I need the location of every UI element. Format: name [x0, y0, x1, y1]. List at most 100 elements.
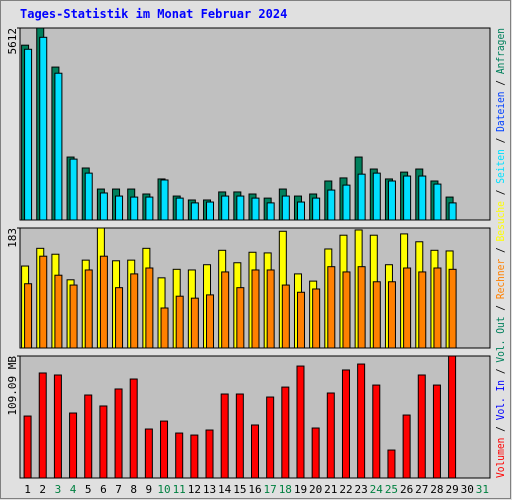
- bar: [160, 420, 169, 479]
- x-tick-label: 25: [385, 483, 398, 496]
- bar: [387, 180, 396, 221]
- legend-entry: Vol. In: [495, 380, 507, 420]
- bar: [417, 374, 426, 479]
- bar: [175, 432, 184, 479]
- legend-entry: /: [495, 420, 507, 437]
- x-tick-label: 5: [85, 483, 92, 496]
- bar: [23, 415, 32, 479]
- bar: [115, 195, 124, 221]
- legend-entry: /: [495, 184, 507, 201]
- legend-entry: Anfragen: [495, 28, 507, 74]
- chart-title: Tages-Statistik im Monat Februar 2024: [20, 7, 287, 21]
- y-tick-label: 109.09 MB: [6, 356, 19, 416]
- bar: [357, 173, 366, 221]
- bar: [266, 269, 275, 349]
- x-tick-label: 24: [370, 483, 384, 496]
- bar: [251, 197, 260, 221]
- bar: [281, 284, 290, 349]
- bar: [130, 273, 139, 349]
- x-tick-label: 18: [279, 483, 292, 496]
- bar: [99, 192, 108, 221]
- bar: [448, 355, 457, 479]
- bar: [175, 197, 184, 221]
- bar: [39, 255, 48, 349]
- legend-entry: Besuche: [495, 201, 507, 241]
- x-tick-label: 9: [146, 483, 153, 496]
- x-tick-label: 8: [130, 483, 137, 496]
- legend-entry: Volumen: [495, 438, 507, 478]
- x-tick-label: 22: [339, 483, 352, 496]
- bar: [84, 269, 93, 349]
- y-tick-label: 183: [6, 228, 19, 248]
- bar: [221, 271, 230, 349]
- bar: [24, 48, 33, 221]
- x-tick-label: 29: [445, 483, 458, 496]
- bar: [54, 274, 63, 349]
- bar: [190, 297, 199, 349]
- legend-entry: /: [495, 132, 507, 149]
- panel: [19, 27, 491, 221]
- bar: [160, 179, 169, 221]
- legend: Volumen / Vol. In / Vol. Out / Rechner /…: [495, 28, 507, 478]
- bar: [448, 202, 457, 221]
- bar: [418, 271, 427, 349]
- bar: [418, 175, 427, 221]
- x-tick-label: 16: [248, 483, 261, 496]
- bar: [312, 197, 321, 221]
- bar: [115, 287, 124, 349]
- legend-entry: Seiten: [495, 149, 507, 184]
- bar: [312, 288, 321, 349]
- bar: [160, 307, 169, 349]
- x-tick-label: 11: [173, 483, 186, 496]
- y-tick-label: 5612: [6, 28, 19, 55]
- bar: [220, 393, 229, 479]
- bar: [342, 184, 351, 221]
- x-tick-label: 20: [309, 483, 322, 496]
- x-tick-label: 30: [461, 483, 474, 496]
- bar: [296, 201, 305, 221]
- bar: [205, 429, 214, 479]
- x-tick-label: 12: [188, 483, 201, 496]
- bar: [357, 266, 366, 349]
- bar: [129, 378, 138, 479]
- bar: [54, 72, 63, 221]
- bar: [327, 189, 336, 221]
- bar: [53, 374, 62, 479]
- bar: [190, 202, 199, 221]
- x-tick-label: 1: [24, 483, 31, 496]
- x-tick-label: 21: [324, 483, 337, 496]
- bar: [448, 268, 457, 349]
- bar: [84, 394, 93, 479]
- bar: [235, 393, 244, 479]
- x-tick-label: 17: [264, 483, 277, 496]
- bar: [281, 195, 290, 221]
- bar: [296, 365, 305, 479]
- bar: [130, 196, 139, 221]
- bar: [69, 158, 78, 221]
- bar: [206, 294, 215, 349]
- x-tick-label: 28: [430, 483, 443, 496]
- legend-entry: /: [495, 74, 507, 91]
- x-tick-label: 15: [233, 483, 246, 496]
- bar: [84, 172, 93, 221]
- bar: [326, 392, 335, 479]
- x-tick-label: 10: [157, 483, 170, 496]
- bar: [342, 271, 351, 349]
- bar: [114, 388, 123, 479]
- x-tick-label: 27: [415, 483, 428, 496]
- x-tick-label: 31: [476, 483, 489, 496]
- bar: [251, 424, 259, 479]
- bar: [206, 201, 215, 221]
- bar: [266, 396, 275, 479]
- x-tick-label: 13: [203, 483, 216, 496]
- bar: [311, 427, 320, 479]
- bar: [341, 369, 350, 479]
- bar: [39, 36, 48, 221]
- legend-entry: /: [495, 241, 507, 258]
- bar: [236, 195, 245, 221]
- bar: [387, 281, 396, 349]
- bar: [327, 266, 336, 349]
- bar: [236, 287, 245, 349]
